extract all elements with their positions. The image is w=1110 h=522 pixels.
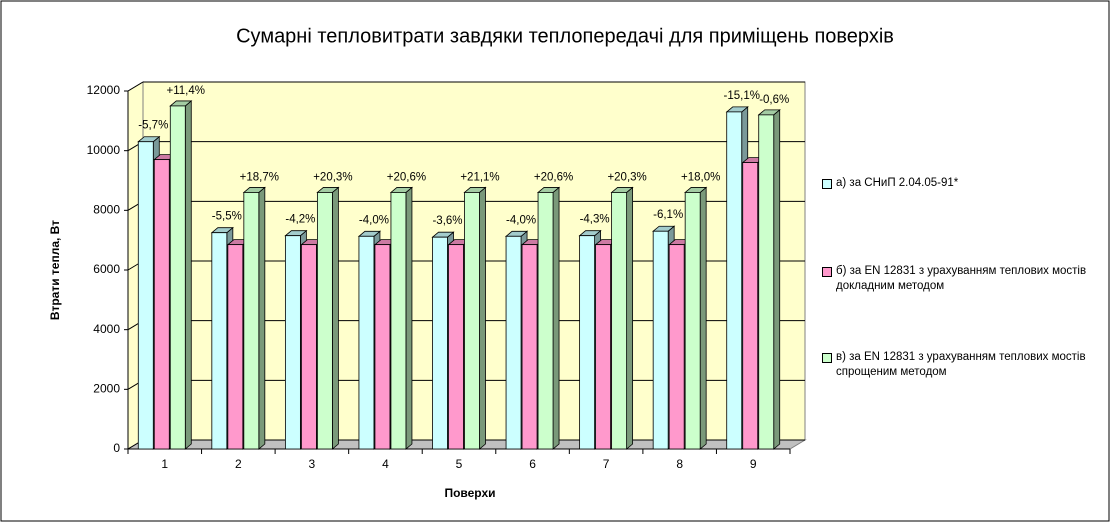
bar <box>505 235 522 450</box>
value-label: -3,6% <box>432 215 462 227</box>
x-tick-label: 5 <box>456 457 463 471</box>
x-tick-label: 1 <box>161 457 168 471</box>
bar-side <box>773 109 781 450</box>
x-tick-label: 7 <box>603 457 610 471</box>
value-label: +18,7% <box>240 171 279 183</box>
legend-item: в) за EN 12831 з урахуванням теплових мо… <box>822 350 1092 380</box>
bar <box>652 230 669 450</box>
bar <box>211 232 228 450</box>
bar-side <box>184 100 192 450</box>
bar <box>521 244 538 450</box>
grid-line-side <box>127 81 144 92</box>
value-label: -4,0% <box>359 214 389 226</box>
value-label: -5,5% <box>212 211 242 223</box>
value-label: +21,1% <box>460 171 499 183</box>
chart-title: Сумарні тепловитрати завдяки теплопереда… <box>236 25 894 47</box>
bar-side <box>331 186 339 450</box>
bar <box>537 192 554 450</box>
y-tick-label: 8000 <box>93 203 120 217</box>
legend-text: б) за EN 12831 з урахуванням теплових мо… <box>836 265 1087 292</box>
bar <box>374 244 391 450</box>
y-tick-label: 6000 <box>93 262 120 276</box>
bar <box>390 192 407 450</box>
value-label: -5,7% <box>138 120 168 132</box>
legend-item: б) за EN 12831 з урахуванням теплових мо… <box>822 264 1092 294</box>
bar <box>579 235 596 450</box>
value-label: -0,6% <box>759 94 789 106</box>
legend-swatch <box>822 179 832 189</box>
value-label: +20,3% <box>607 171 646 183</box>
bar <box>227 244 244 450</box>
bar <box>300 244 317 450</box>
value-label: +18,0% <box>681 171 720 183</box>
bar <box>137 141 154 450</box>
legend-text: а) за СНиП 2.04.05-91* <box>836 177 959 189</box>
bar-side <box>552 186 560 450</box>
x-tick-label: 2 <box>235 457 242 471</box>
legend-swatch <box>822 267 832 277</box>
y-tick-label: 2000 <box>93 382 120 396</box>
bar-side <box>626 186 634 450</box>
x-tick-label: 8 <box>676 457 683 471</box>
value-label: -4,3% <box>580 214 610 226</box>
bar <box>758 114 775 450</box>
bar <box>169 105 186 450</box>
legend-item: а) за СНиП 2.04.05-91* <box>822 176 1092 191</box>
bar <box>316 192 333 450</box>
bar <box>742 162 759 450</box>
bar <box>243 192 260 450</box>
y-tick-label: 12000 <box>87 83 121 97</box>
legend-text: в) за EN 12831 з урахуванням теплових мо… <box>836 351 1086 378</box>
bar <box>595 244 612 450</box>
y-tick-label: 10000 <box>87 143 121 157</box>
y-axis-label: Втрати тепла, Вт <box>48 220 62 320</box>
y-tick-label: 4000 <box>93 322 120 336</box>
value-label: -15,1% <box>724 90 760 102</box>
value-label: +11,4% <box>167 85 205 97</box>
bar <box>432 236 448 450</box>
value-label: -6,1% <box>653 209 683 221</box>
bar <box>448 244 464 450</box>
bar <box>284 235 301 450</box>
y-tick-label: 0 <box>113 441 120 455</box>
value-label: +20,6% <box>534 171 573 183</box>
value-label: -4,2% <box>285 214 315 226</box>
bar <box>611 192 628 450</box>
value-label: -4,0% <box>506 214 536 226</box>
legend-swatch <box>822 353 832 363</box>
x-tick-label: 6 <box>529 457 536 471</box>
x-tick-label: 3 <box>309 457 316 471</box>
x-tick-label: 9 <box>750 457 757 471</box>
bar <box>464 192 480 450</box>
value-label: +20,3% <box>313 171 352 183</box>
bar <box>358 235 375 450</box>
bar <box>153 159 170 450</box>
bar-side <box>258 186 266 450</box>
x-tick-label: 4 <box>382 457 389 471</box>
bar-side <box>479 186 486 450</box>
bar <box>726 111 743 450</box>
bar <box>684 192 701 450</box>
bar-side <box>699 186 707 450</box>
value-label: +20,6% <box>387 171 426 183</box>
bar-side <box>405 186 413 450</box>
x-axis-label: Поверхи <box>444 486 495 500</box>
bar <box>668 244 685 450</box>
